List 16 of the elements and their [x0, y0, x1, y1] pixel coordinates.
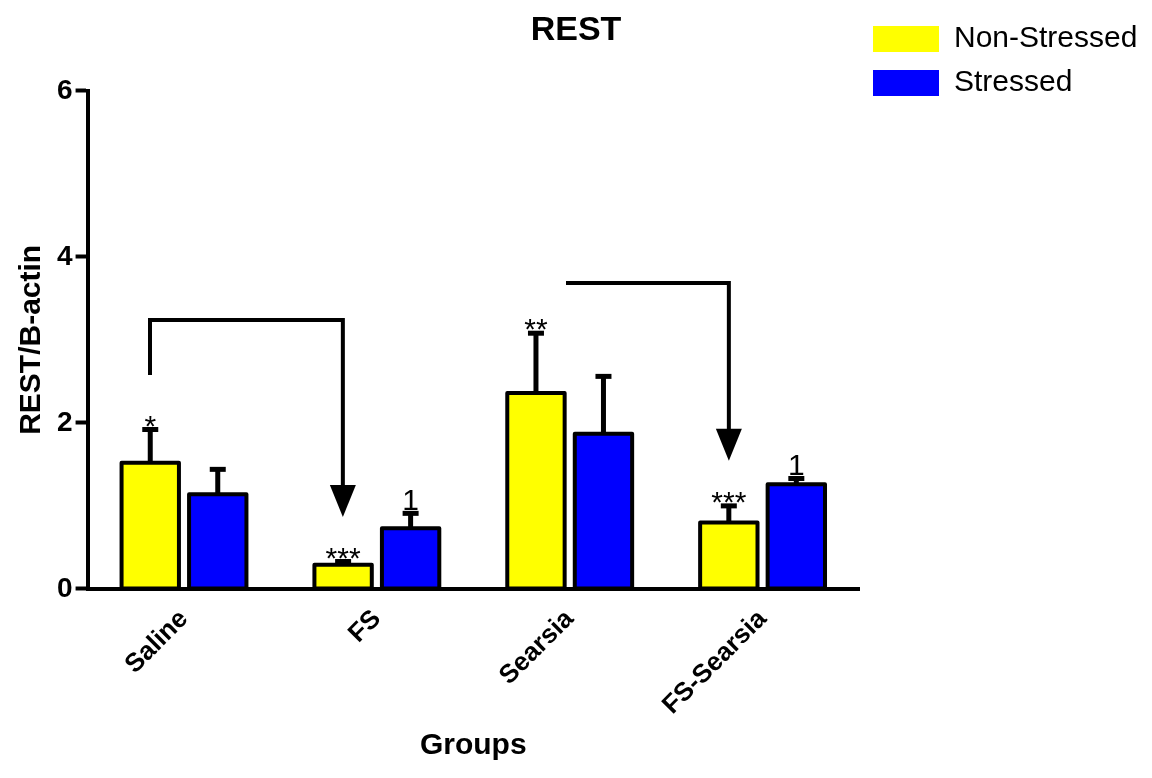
- annotation: ***: [711, 484, 747, 518]
- chart-title: REST: [530, 8, 622, 47]
- y-tick-label: 0: [56, 571, 73, 603]
- x-tick-label: FS: [341, 603, 387, 648]
- annotation: 1: [402, 483, 419, 517]
- legend-label: Stressed: [954, 64, 1073, 98]
- y-tick-label: 4: [56, 239, 73, 271]
- y-tick-label: 2: [56, 405, 73, 437]
- x-axis-title: Groups: [419, 727, 527, 761]
- y-tick-label: 6: [56, 73, 73, 105]
- annotation: *: [144, 408, 157, 442]
- annotation: **: [524, 312, 548, 346]
- y-axis-title: REST/B-actin: [13, 244, 47, 435]
- annotation: ***: [325, 540, 361, 574]
- annotation: 1: [787, 448, 805, 482]
- legend-label: Non-Stressed: [954, 20, 1138, 54]
